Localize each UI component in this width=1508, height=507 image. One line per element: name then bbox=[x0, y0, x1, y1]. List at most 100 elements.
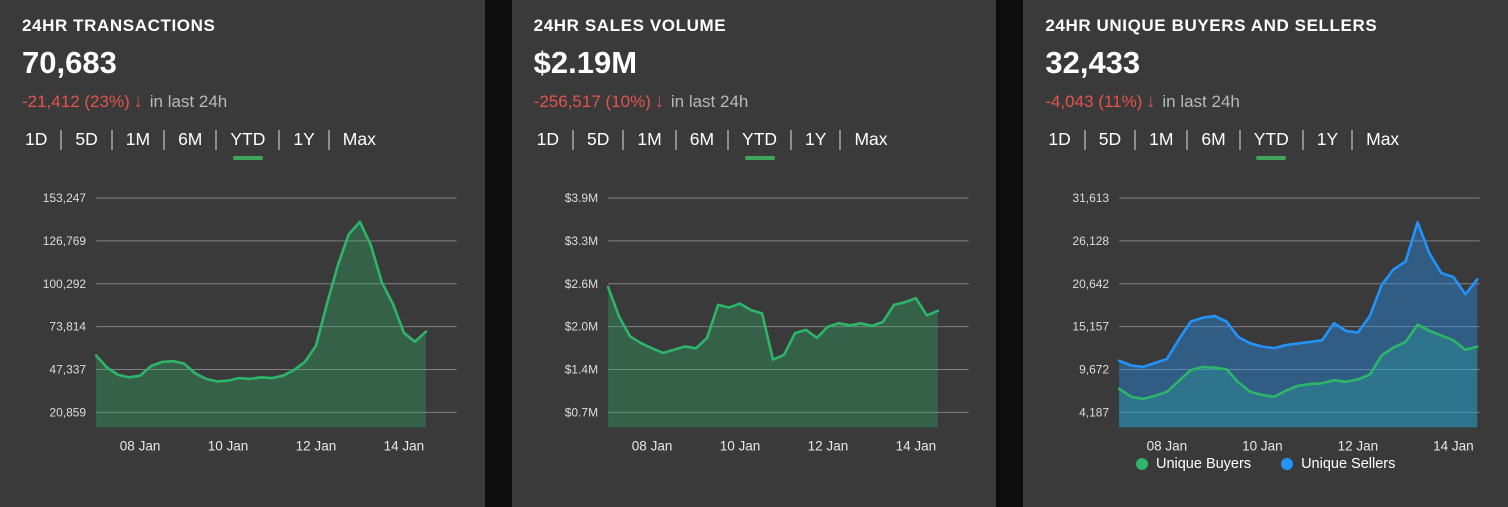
tab-1y[interactable]: 1Y bbox=[1316, 129, 1339, 149]
svg-text:9,672: 9,672 bbox=[1079, 362, 1109, 376]
sellers-dot-icon bbox=[1281, 458, 1294, 471]
sales-volume-chart: $3.9M $3.3M $2.6M $2.0M $1.4M $0.7M 08 Jan 10 J… bbox=[564, 191, 969, 453]
sales-volume-card: 24HR SALES VOLUME $2.19M -256,517 (10%) … bbox=[511, 0, 997, 507]
change-amount: -256,517 (10%) bbox=[533, 91, 651, 111]
tab-separator bbox=[1351, 129, 1354, 150]
svg-text:10 Jan: 10 Jan bbox=[1242, 438, 1283, 453]
tab-separator bbox=[572, 129, 575, 150]
svg-text:$3.3M: $3.3M bbox=[564, 234, 597, 248]
svg-text:31,613: 31,613 bbox=[1073, 191, 1110, 205]
svg-text:10 Jan: 10 Jan bbox=[208, 438, 249, 453]
card-change: -21,412 (23%) ↓ in last 24h bbox=[22, 91, 463, 112]
card-title: 24HR UNIQUE BUYERS AND SELLERS bbox=[1045, 16, 1378, 35]
svg-text:10 Jan: 10 Jan bbox=[719, 438, 760, 453]
tab-separator bbox=[790, 129, 793, 150]
chart-legend: Unique Buyers Unique Sellers bbox=[1045, 456, 1486, 472]
tab-6m[interactable]: 6M bbox=[178, 129, 203, 149]
tab-separator bbox=[215, 129, 218, 150]
legend-item-unique-sellers: Unique Sellers bbox=[1281, 456, 1395, 472]
tab-separator bbox=[60, 129, 63, 150]
svg-text:20,859: 20,859 bbox=[49, 405, 86, 419]
svg-text:47,337: 47,337 bbox=[49, 362, 86, 376]
tab-separator bbox=[1301, 129, 1304, 150]
svg-text:12 Jan: 12 Jan bbox=[1338, 438, 1379, 453]
buyers-sellers-chart: 31,613 26,128 20,642 15,157 9,672 4,187 08 Jan… bbox=[1073, 191, 1480, 453]
svg-text:$3.9M: $3.9M bbox=[564, 191, 597, 205]
down-arrow-icon: ↓ bbox=[654, 91, 664, 111]
tab-separator bbox=[1134, 129, 1137, 150]
tab-separator bbox=[1186, 129, 1189, 150]
legend-label: Unique Buyers bbox=[1155, 456, 1252, 473]
change-amount: -4,043 (11%) bbox=[1045, 91, 1143, 111]
svg-text:20,642: 20,642 bbox=[1073, 277, 1110, 291]
tab-1y[interactable]: 1Y bbox=[293, 129, 315, 149]
tab-separator bbox=[1083, 129, 1086, 150]
card-change: -256,517 (10%) ↓ in last 24h bbox=[534, 91, 975, 112]
time-range-tabs: 1D 5D 1M 6M YTD 1Y Max bbox=[1045, 127, 1486, 160]
tab-6m[interactable]: 6M bbox=[689, 129, 715, 149]
tab-1d[interactable]: 1D bbox=[536, 129, 560, 149]
card-change: -4,043 (11%) ↓ in last 24h bbox=[1045, 91, 1486, 112]
legend-label: Unique Sellers bbox=[1301, 456, 1396, 473]
tab-max[interactable]: Max bbox=[854, 129, 888, 149]
tab-6m[interactable]: 6M bbox=[1201, 129, 1226, 149]
tab-separator bbox=[839, 129, 842, 150]
svg-text:15,157: 15,157 bbox=[1073, 320, 1110, 334]
svg-text:126,769: 126,769 bbox=[43, 234, 87, 248]
tab-max[interactable]: Max bbox=[1366, 129, 1400, 149]
card-title: 24HR SALES VOLUME bbox=[533, 16, 727, 35]
svg-text:26,128: 26,128 bbox=[1073, 234, 1110, 248]
tab-ytd[interactable]: YTD bbox=[1241, 127, 1302, 160]
buyers-dot-icon bbox=[1135, 458, 1148, 471]
change-amount: -21,412 (23%) bbox=[22, 91, 130, 111]
tab-5d[interactable]: 5D bbox=[1098, 129, 1122, 149]
svg-text:4,187: 4,187 bbox=[1079, 405, 1109, 419]
down-arrow-icon: ↓ bbox=[133, 91, 143, 111]
tab-1d[interactable]: 1D bbox=[1048, 129, 1071, 149]
tab-separator bbox=[1238, 129, 1241, 150]
tab-separator bbox=[727, 129, 730, 150]
tab-separator bbox=[674, 129, 677, 150]
svg-text:12 Jan: 12 Jan bbox=[807, 438, 848, 453]
tab-1m[interactable]: 1M bbox=[1149, 129, 1174, 149]
svg-text:153,247: 153,247 bbox=[43, 191, 87, 205]
svg-text:$1.4M: $1.4M bbox=[564, 362, 597, 376]
time-range-tabs: 1D 5D 1M 6M YTD 1Y Max bbox=[534, 127, 975, 160]
transactions-card: 24HR TRANSACTIONS 70,683 -21,412 (23%) ↓… bbox=[0, 0, 485, 507]
tab-separator bbox=[327, 129, 330, 150]
svg-text:14 Jan: 14 Jan bbox=[895, 438, 936, 453]
tab-5d[interactable]: 5D bbox=[587, 129, 610, 149]
transactions-chart: 153,247 126,769 100,292 73,814 47,337 20,859 0… bbox=[43, 191, 457, 453]
svg-text:14 Jan: 14 Jan bbox=[1433, 438, 1474, 453]
tab-separator bbox=[163, 129, 166, 150]
card-value: 70,683 bbox=[22, 45, 117, 80]
tab-5d[interactable]: 5D bbox=[75, 129, 98, 149]
card-value: 32,433 bbox=[1045, 45, 1141, 80]
down-arrow-icon: ↓ bbox=[1146, 91, 1156, 111]
legend-item-unique-buyers: Unique Buyers bbox=[1135, 456, 1252, 473]
tab-max[interactable]: Max bbox=[342, 129, 376, 149]
svg-text:$2.6M: $2.6M bbox=[564, 277, 597, 291]
svg-text:08 Jan: 08 Jan bbox=[120, 438, 161, 453]
tab-separator bbox=[110, 129, 113, 150]
tab-ytd[interactable]: YTD bbox=[217, 127, 278, 160]
change-period: in last 24h bbox=[670, 91, 749, 111]
tab-ytd[interactable]: YTD bbox=[729, 127, 790, 160]
svg-text:08 Jan: 08 Jan bbox=[631, 438, 672, 453]
tab-1d[interactable]: 1D bbox=[25, 129, 48, 149]
card-title: 24HR TRANSACTIONS bbox=[22, 16, 216, 35]
svg-text:$0.7M: $0.7M bbox=[564, 405, 597, 419]
unique-buyers-sellers-card: 24HR UNIQUE BUYERS AND SELLERS 32,433 -4… bbox=[1023, 0, 1508, 507]
svg-text:$2.0M: $2.0M bbox=[564, 320, 597, 334]
svg-text:08 Jan: 08 Jan bbox=[1147, 438, 1188, 453]
tab-1y[interactable]: 1Y bbox=[805, 129, 827, 149]
time-range-tabs: 1D 5D 1M 6M YTD 1Y Max bbox=[22, 127, 463, 160]
change-period: in last 24h bbox=[149, 91, 228, 111]
change-period: in last 24h bbox=[1162, 91, 1240, 111]
tab-separator bbox=[278, 129, 281, 150]
tab-1m[interactable]: 1M bbox=[637, 129, 662, 149]
svg-text:12 Jan: 12 Jan bbox=[296, 438, 337, 453]
svg-text:100,292: 100,292 bbox=[43, 277, 87, 291]
tab-1m[interactable]: 1M bbox=[125, 129, 151, 149]
svg-text:14 Jan: 14 Jan bbox=[384, 438, 425, 453]
